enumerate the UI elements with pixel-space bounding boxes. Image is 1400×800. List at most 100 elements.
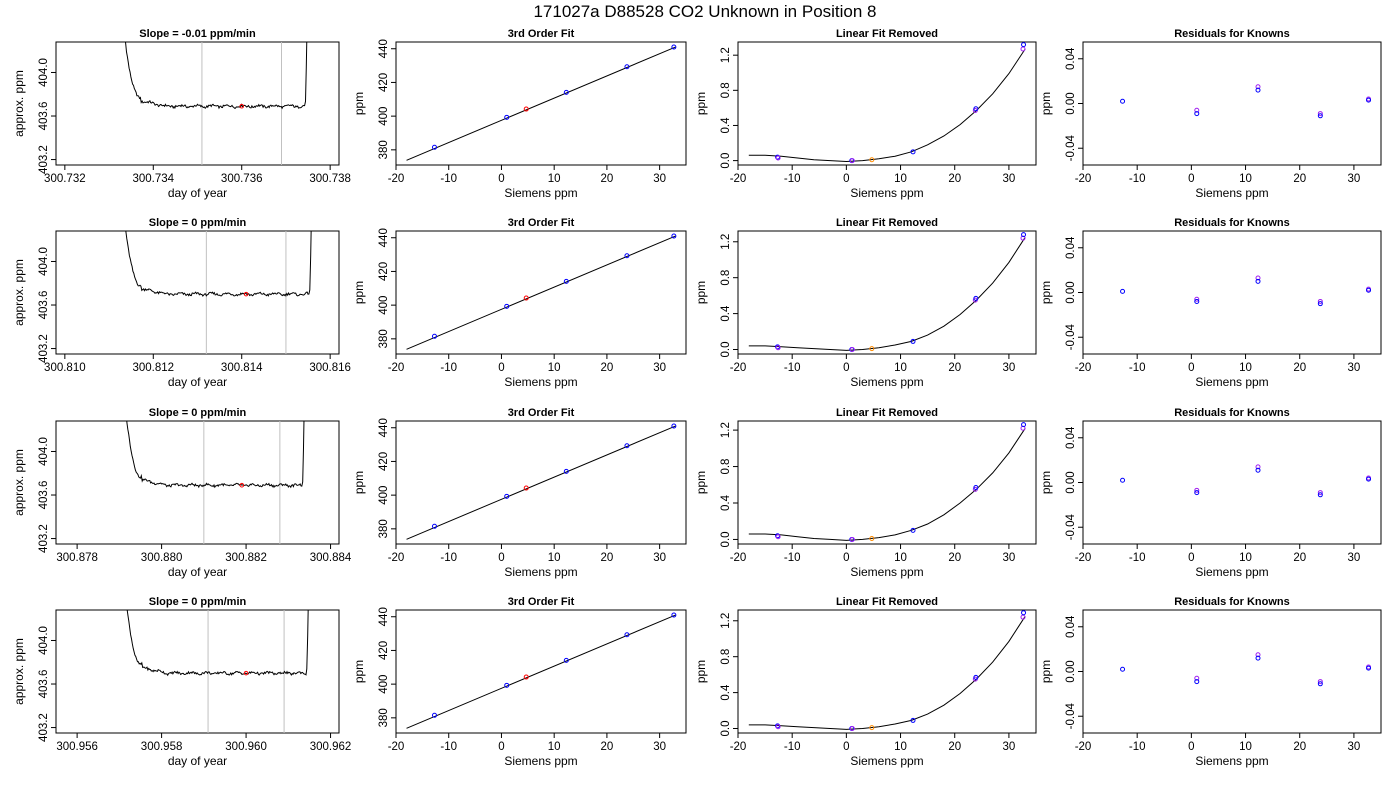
cubic-curve — [748, 48, 1026, 163]
plot-data — [748, 42, 1027, 164]
residual-point — [1194, 296, 1200, 302]
x-tick-label: 10 — [1239, 741, 1252, 753]
y-tick-label: 403.6 — [38, 102, 50, 131]
known-point — [849, 158, 855, 164]
cubic-curve — [748, 428, 1026, 541]
y-tick-label: 1.2 — [720, 234, 732, 250]
x-tick-label: 30 — [653, 552, 666, 564]
y-tick-label: 440 — [378, 228, 390, 247]
y-tick-label: -0.04 — [1065, 135, 1077, 162]
x-tick-label: 0 — [843, 173, 849, 185]
x-axis-label: Siemens ppm — [1195, 186, 1268, 200]
panel-residuals-row-3: Residuals for Knowns -20 -10 0 10 20 30 -0.04 0.… — [1039, 407, 1382, 579]
x-axis-label: Siemens ppm — [504, 565, 577, 579]
known-point — [504, 114, 510, 120]
known-point — [775, 724, 781, 730]
plot-frame — [395, 41, 687, 166]
known-point — [973, 295, 979, 301]
x-tick-label: -10 — [1129, 552, 1146, 564]
x-tick-label: 30 — [1348, 362, 1361, 374]
y-tick-label: 420 — [378, 641, 390, 660]
y-axis-label: ppm — [694, 660, 708, 683]
plot-frame — [1082, 230, 1382, 355]
x-tick-label: 300.878 — [56, 552, 98, 564]
residual-point — [1120, 666, 1126, 672]
y-tick-label: 1.2 — [720, 422, 732, 438]
residual-point — [1194, 298, 1200, 304]
x-tick-label: 30 — [1003, 362, 1016, 374]
time-trace — [126, 610, 309, 677]
y-axis-label: ppm — [352, 471, 366, 494]
panel-title: Linear Fit Removed — [836, 596, 938, 608]
panel-title: 3rd Order Fit — [508, 407, 575, 419]
x-tick-label: 300.736 — [221, 173, 263, 185]
known-point — [504, 303, 510, 309]
fit-line — [406, 46, 676, 161]
plot-frame — [737, 230, 1037, 355]
known-point — [563, 89, 569, 95]
known-point — [504, 493, 510, 499]
x-tick-label: -10 — [784, 741, 801, 753]
plot-frame — [55, 41, 340, 166]
unknown-point — [523, 674, 529, 680]
x-tick-label: 0 — [498, 552, 504, 564]
x-tick-label: -20 — [388, 362, 405, 374]
residual-point — [1194, 487, 1200, 493]
plot-data — [1120, 84, 1372, 119]
y-tick-label: 440 — [378, 39, 390, 58]
x-tick-label: -10 — [784, 173, 801, 185]
residual-point — [1366, 287, 1372, 293]
x-tick-label: -10 — [440, 741, 457, 753]
residual-point — [1255, 84, 1261, 90]
x-tick-label: 30 — [1348, 552, 1361, 564]
x-tick-label: 0 — [498, 173, 504, 185]
x-tick-label: 30 — [1348, 741, 1361, 753]
residual-point — [1194, 675, 1200, 681]
y-axis-label: ppm — [352, 92, 366, 115]
x-tick-label: -20 — [730, 552, 747, 564]
plot-frame — [55, 609, 340, 734]
residual-point — [1255, 652, 1261, 658]
residual-point — [1120, 288, 1126, 294]
x-tick-label: 300.880 — [141, 552, 183, 564]
x-tick-label: -10 — [440, 362, 457, 374]
unknown-point — [523, 106, 529, 112]
x-tick-label: -10 — [1129, 173, 1146, 185]
y-tick-label: 0.0 — [720, 342, 732, 358]
panel-linear_removed-row-1: Linear Fit Removed -20 -10 0 10 20 30 0.0 0.4 0.8… — [694, 28, 1037, 200]
panel-time-row-3: Slope = 0 ppm/min 300.878 300.880 300.882 30… — [12, 407, 352, 579]
plot-data — [406, 233, 677, 350]
y-axis-label: ppm — [1039, 471, 1053, 494]
unknown-point — [523, 485, 529, 491]
plot-frame — [395, 609, 687, 734]
x-tick-label: 300.734 — [132, 173, 174, 185]
y-tick-label: 400 — [378, 486, 390, 505]
residual-point — [1317, 490, 1323, 496]
panel-time-row-1: Slope = -0.01 ppm/min 300.732 300.734 300.7… — [12, 28, 351, 200]
plot-data — [748, 232, 1027, 353]
unknown-point — [869, 346, 875, 352]
x-tick-label: 30 — [1003, 741, 1016, 753]
panel-time-row-4: Slope = 0 ppm/min 300.956 300.958 300.960 30… — [12, 596, 351, 768]
plot-data — [126, 610, 309, 733]
panel-time-row-2: Slope = 0 ppm/min 300.810 300.812 300.814 30… — [12, 217, 351, 389]
x-axis-label: Siemens ppm — [504, 375, 577, 389]
known-point — [775, 345, 781, 351]
y-axis-label: ppm — [694, 281, 708, 304]
y-axis-label: approx. ppm — [12, 259, 26, 326]
x-tick-label: 30 — [1348, 173, 1361, 185]
figure-title: 171027a D88528 CO2 Unknown in Position 8 — [533, 2, 876, 21]
y-tick-label: 0.8 — [720, 459, 732, 475]
x-tick-label: 0 — [843, 741, 849, 753]
known-point — [431, 523, 437, 529]
y-tick-label: 403.6 — [38, 291, 50, 320]
x-tick-label: 0 — [843, 552, 849, 564]
known-point — [849, 726, 855, 732]
plot-data — [126, 421, 305, 544]
y-tick-label: 0.04 — [1065, 426, 1077, 449]
x-tick-label: 0 — [1188, 173, 1194, 185]
known-point — [431, 333, 437, 339]
x-tick-label: 20 — [948, 741, 961, 753]
x-tick-label: 30 — [653, 741, 666, 753]
